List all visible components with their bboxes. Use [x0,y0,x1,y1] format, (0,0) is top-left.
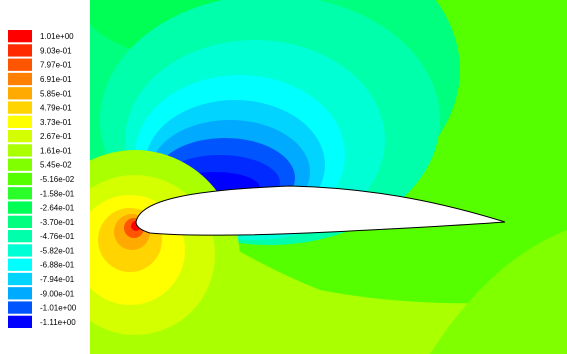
legend-swatch [8,287,32,300]
legend-swatch [8,158,32,171]
legend-swatch [8,72,32,86]
legend-label: 5.85e-01 [40,89,72,98]
legend-swatch [8,30,32,43]
legend-swatch [8,258,32,271]
legend-swatch [8,315,32,328]
color-legend: 1.01e+00 9.03e-01 7.97e-01 6.91e-01 5.85e-01… [8,30,77,328]
legend-label: -3.70e-01 [40,218,75,227]
legend-label: -9.00e-01 [40,289,75,298]
legend-label: -5.82e-01 [40,246,75,255]
legend-swatch [8,144,32,157]
legend-label: -5.16e-02 [40,175,75,184]
legend-swatch [8,44,32,57]
legend-label: -7.94e-01 [40,275,75,284]
legend-label: 2.67e-01 [40,132,72,141]
legend-label: 7.97e-01 [40,61,72,70]
legend-swatch [8,101,32,114]
legend-swatch [8,115,32,128]
legend-swatch [8,230,32,243]
legend-swatch [8,172,32,186]
legend-swatch [8,215,32,228]
legend-swatch [8,272,32,286]
legend-label: 3.73e-01 [40,118,72,127]
contour-plot [90,0,567,354]
legend-label: 4.79e-01 [40,104,72,113]
legend-swatch [8,201,32,214]
legend-label: -1.01e+00 [40,304,77,313]
legend-swatch [8,244,32,257]
legend-swatch [8,187,32,200]
legend-label: -6.88e-01 [40,261,75,270]
legend-label: 6.91e-01 [40,75,72,84]
legend-swatch [8,130,32,143]
legend-label: -1.58e-01 [40,189,75,198]
legend-swatch [8,58,32,71]
legend-label: -2.64e-01 [40,204,75,213]
legend-label: -4.76e-01 [40,232,75,241]
legend-swatch [8,301,32,314]
legend-label: 1.61e-01 [40,146,72,155]
airfoil [135,185,506,236]
legend-label: 9.03e-01 [40,46,72,55]
legend-label: 1.01e+00 [40,32,74,41]
legend-swatch [8,87,32,100]
contour-bands-lower [90,150,567,354]
legend-label: -1.11e+00 [40,318,76,327]
legend-label: 5.45e-02 [40,161,72,170]
